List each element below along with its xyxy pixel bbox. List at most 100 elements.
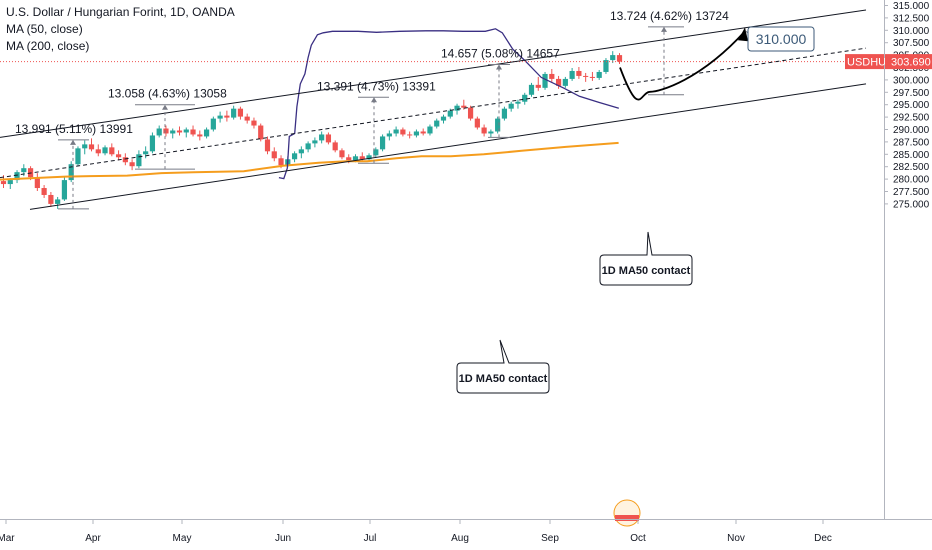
ma50-contact-callout: 1D MA50 contact — [456, 339, 550, 394]
candle — [14, 170, 20, 184]
candle — [427, 124, 433, 136]
candle-body — [264, 139, 271, 152]
candle-body — [143, 151, 149, 155]
candle-body — [278, 158, 284, 166]
candle — [251, 117, 257, 129]
candle-body — [359, 156, 365, 160]
candle — [501, 106, 508, 121]
candle-body — [55, 199, 61, 204]
candle-body — [562, 78, 568, 86]
candle-body — [461, 105, 467, 108]
channel-midline — [0, 47, 867, 179]
candle-body — [339, 150, 345, 158]
candle — [55, 196, 61, 209]
candle-body — [522, 94, 528, 102]
target-box — [747, 26, 815, 52]
candle-body — [197, 134, 203, 137]
candle — [603, 58, 609, 74]
candle-body — [14, 172, 20, 181]
candle — [589, 71, 596, 81]
candle-body — [88, 144, 95, 150]
y-tick-label: 297.500 — [893, 88, 930, 99]
ma200-line — [0, 141, 619, 181]
candle — [312, 137, 318, 148]
price-range-measure: 13.991 (5.11%) 13991 — [15, 122, 133, 210]
candle — [264, 136, 271, 155]
y-tick-label: 295.000 — [893, 100, 930, 111]
candle — [231, 105, 237, 120]
candle-body — [346, 157, 352, 161]
x-tick-label: Nov — [727, 533, 745, 544]
candle-body — [373, 149, 379, 156]
time-axis[interactable]: Mar Apr May Jun Jul Aug Sep Oct Nov Dec — [0, 520, 832, 544]
candle — [616, 53, 623, 65]
candle-body — [495, 118, 501, 132]
candle — [440, 114, 447, 124]
candle — [41, 185, 47, 198]
price-range-measure: 13.391 (4.73%) 13391 — [317, 79, 436, 164]
candle-body — [325, 134, 332, 143]
price-tag-box — [885, 54, 932, 70]
candle — [217, 111, 223, 123]
candle-body — [407, 134, 413, 136]
range-label: 13.058 (4.63%) 13058 — [108, 87, 227, 101]
x-tick-label: Oct — [630, 533, 646, 544]
candle-body — [400, 129, 406, 135]
candle-body — [136, 154, 142, 167]
symbol-title[interactable]: U.S. Dollar / Hungarian Forint, 1D, OAND… — [6, 5, 235, 19]
ma50-legend[interactable]: MA (50, close) — [6, 22, 83, 36]
candle — [386, 130, 392, 141]
candle — [190, 125, 196, 137]
candle — [163, 125, 169, 137]
range-arrowhead — [371, 97, 377, 103]
candle — [197, 130, 203, 141]
candle — [515, 99, 521, 109]
candle-body — [555, 78, 562, 86]
candle-body — [596, 71, 602, 78]
candle-body — [305, 143, 311, 150]
candle — [332, 140, 338, 153]
candle-body — [481, 127, 487, 134]
y-tick-label: 280.000 — [893, 175, 930, 186]
candle — [508, 101, 514, 112]
candle-body — [474, 118, 480, 128]
candle-body — [149, 135, 156, 152]
candle-body — [616, 55, 623, 62]
candle — [68, 161, 74, 183]
candle — [115, 150, 122, 161]
candle — [156, 125, 162, 138]
candle-body — [434, 120, 440, 127]
target-callout: 310.000 — [745, 26, 815, 52]
candle-body — [156, 128, 162, 136]
candle-body — [420, 131, 426, 134]
candle-body — [610, 55, 616, 61]
candle — [400, 127, 406, 137]
symbol-tag — [845, 54, 884, 70]
candle-body — [576, 70, 582, 76]
candle — [210, 116, 216, 132]
y-tick-label: 300.000 — [893, 75, 930, 86]
candle — [434, 118, 440, 129]
x-tick-label: May — [173, 533, 192, 544]
candle — [474, 116, 480, 130]
x-tick-label: Jun — [275, 533, 291, 544]
candle — [467, 105, 474, 121]
candle-body — [393, 129, 399, 134]
candle — [61, 177, 68, 201]
price-tag-label: 303.690 — [891, 57, 931, 69]
range-arrowhead — [661, 26, 667, 32]
candle-body — [163, 128, 169, 134]
ma200-legend[interactable]: MA (200, close) — [6, 39, 90, 53]
candle — [149, 132, 156, 154]
candle-body — [95, 149, 101, 154]
candles-layer — [0, 51, 623, 209]
candle-body — [386, 133, 392, 137]
y-tick-label: 282.500 — [893, 162, 930, 173]
candle — [88, 138, 95, 152]
candle-body — [352, 156, 359, 161]
candle — [528, 82, 535, 97]
candle-body — [508, 103, 514, 109]
x-tick-label: Mar — [0, 533, 15, 544]
